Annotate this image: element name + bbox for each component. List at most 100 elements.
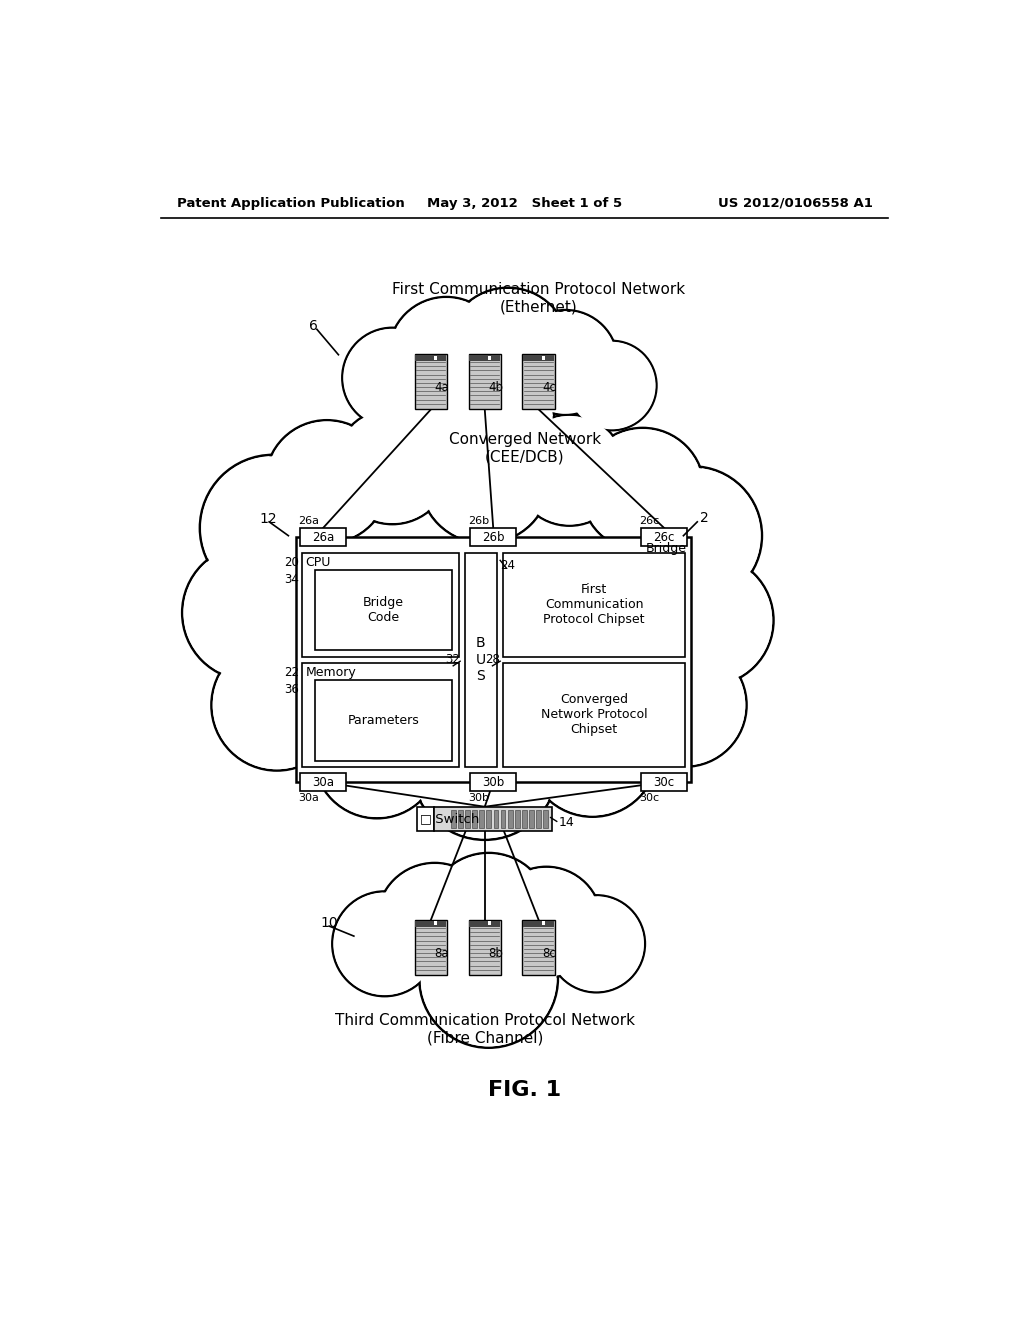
Bar (542, 355, 545, 359)
Text: 24: 24 (500, 558, 515, 572)
Text: Third Communication Protocol Network
(Fibre Channel): Third Communication Protocol Network (Fi… (335, 1014, 635, 1045)
Circle shape (548, 895, 645, 993)
Bar (641, 528, 687, 546)
Circle shape (625, 644, 745, 766)
Circle shape (490, 867, 602, 978)
Circle shape (388, 297, 504, 412)
Circle shape (447, 289, 568, 409)
Text: 26c: 26c (640, 516, 659, 527)
Circle shape (183, 546, 316, 678)
Bar (434, 807, 552, 832)
Bar (469, 355, 500, 362)
Bar (314, 570, 453, 651)
Bar (522, 920, 555, 975)
Bar (314, 680, 453, 760)
Bar (434, 921, 437, 925)
Text: Patent Application Publication: Patent Application Publication (177, 197, 404, 210)
Text: 8a: 8a (435, 948, 450, 961)
Bar (542, 921, 545, 925)
Circle shape (378, 865, 492, 977)
Circle shape (335, 409, 451, 524)
Circle shape (419, 909, 558, 1048)
Bar (469, 921, 500, 928)
Circle shape (342, 327, 442, 428)
Bar (501, 810, 506, 828)
Text: Memory: Memory (305, 665, 356, 678)
Text: 10: 10 (319, 916, 338, 931)
Bar (543, 810, 548, 828)
Text: 26a: 26a (298, 516, 319, 527)
Text: 6: 6 (309, 319, 318, 333)
Text: 20: 20 (285, 556, 299, 569)
Circle shape (421, 911, 556, 1047)
Circle shape (513, 310, 617, 414)
Bar (296, 537, 691, 781)
Circle shape (446, 288, 569, 411)
Circle shape (549, 896, 644, 991)
Circle shape (315, 693, 439, 817)
Text: 8b: 8b (488, 948, 504, 961)
Circle shape (515, 416, 624, 524)
Circle shape (644, 556, 772, 685)
Bar (415, 354, 447, 409)
Bar (302, 663, 459, 767)
Circle shape (567, 341, 656, 430)
Circle shape (333, 891, 437, 997)
Circle shape (200, 455, 346, 601)
Circle shape (428, 854, 549, 975)
Text: First
Communication
Protocol Chipset: First Communication Protocol Chipset (544, 583, 645, 626)
Bar (523, 921, 554, 928)
Text: 28: 28 (485, 653, 500, 667)
Text: Bridge
Code: Bridge Code (362, 597, 404, 624)
Bar (494, 810, 499, 828)
Text: □: □ (420, 813, 432, 825)
Text: First Communication Protocol Network
(Ethernet): First Communication Protocol Network (Et… (392, 281, 685, 314)
Text: 4b: 4b (488, 381, 504, 395)
Text: FIG. 1: FIG. 1 (488, 1080, 561, 1100)
Text: 4c: 4c (543, 381, 556, 395)
Bar (528, 810, 534, 828)
Text: 30a: 30a (298, 793, 319, 803)
Bar (486, 810, 492, 828)
Bar (465, 553, 497, 767)
Circle shape (417, 348, 553, 484)
Bar (521, 810, 526, 828)
Bar (469, 920, 501, 975)
Text: B
U
S: B U S (476, 636, 486, 682)
Text: May 3, 2012   Sheet 1 of 5: May 3, 2012 Sheet 1 of 5 (427, 197, 623, 210)
Circle shape (492, 869, 601, 977)
Circle shape (583, 429, 703, 550)
Text: 36: 36 (285, 682, 299, 696)
Text: 30b: 30b (469, 793, 489, 803)
Bar (479, 810, 484, 828)
Text: 32: 32 (445, 653, 460, 667)
Text: 26c: 26c (653, 531, 675, 544)
Circle shape (514, 414, 625, 525)
Circle shape (624, 644, 746, 767)
Bar (488, 355, 492, 359)
Circle shape (211, 640, 342, 771)
Text: 34: 34 (285, 573, 299, 586)
Circle shape (421, 413, 549, 543)
Circle shape (377, 863, 493, 978)
Bar (469, 354, 501, 409)
Text: Bridge: Bridge (645, 543, 686, 554)
Circle shape (419, 412, 550, 544)
Circle shape (336, 409, 449, 523)
Bar (416, 921, 446, 928)
Text: 26b: 26b (482, 531, 505, 544)
Text: 4a: 4a (435, 381, 450, 395)
Bar (508, 810, 513, 828)
Circle shape (182, 545, 317, 681)
Bar (503, 663, 685, 767)
Bar (300, 774, 346, 792)
Circle shape (624, 466, 762, 605)
Circle shape (568, 342, 655, 429)
Circle shape (202, 457, 345, 599)
Text: Converged
Network Protocol
Chipset: Converged Network Protocol Chipset (541, 693, 647, 737)
Circle shape (334, 892, 436, 995)
Bar (488, 921, 492, 925)
Text: US 2012/0106558 A1: US 2012/0106558 A1 (718, 197, 872, 210)
Text: 22: 22 (285, 665, 299, 678)
Circle shape (581, 428, 705, 552)
